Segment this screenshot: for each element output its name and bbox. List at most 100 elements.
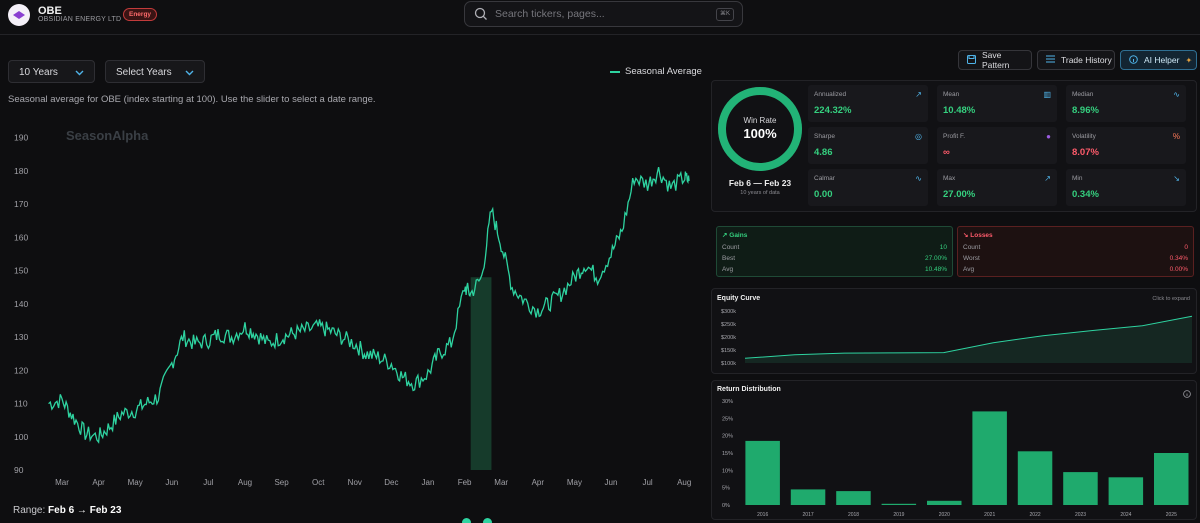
stat-card: Mean 10.48% ▥ [937,85,1057,122]
search-box[interactable]: Search tickers, pages... ⌘K [464,1,743,27]
losses-row: Count 0 [963,244,1188,251]
legend-label[interactable]: Seasonal Average [625,66,702,77]
distribution-x-tick: 2020 [939,512,950,518]
win-rate-range: Feb 6 — Feb 23 [728,178,792,188]
equity-expand-hint[interactable]: Click to expand [1152,296,1190,302]
trend-down-icon: ↘ [1173,174,1180,183]
target-icon: ◎ [915,132,922,141]
trend-up-icon: ↗ [722,232,728,239]
purple-dot-icon: ● [1046,132,1051,141]
distribution-bar[interactable] [1108,477,1144,505]
win-rate-ring [718,87,802,171]
x-tick-label: Aug [677,478,691,487]
distribution-bar[interactable] [881,503,917,505]
gains-header: ↗ Gains [722,231,747,239]
x-tick-label: Jul [203,478,213,487]
distribution-x-tick: 2024 [1120,512,1131,518]
distribution-x-tick: 2016 [757,512,768,518]
losses-row: Avg 0.00% [963,266,1188,273]
ai-helper-button[interactable]: AI Helper ✦ [1120,50,1197,70]
x-tick-label: Jan [422,478,435,487]
select-years-dropdown[interactable]: Select Years [105,60,205,83]
stat-card: Max 27.00% ↗ [937,169,1057,206]
distribution-x-tick: 2019 [893,512,904,518]
distribution-bar[interactable] [1154,453,1189,505]
gains-card: ↗ Gains Count 10 Best 27.00% Avg 10.48% [716,226,953,277]
distribution-bar[interactable] [1063,472,1098,505]
x-tick-label: Nov [348,478,362,487]
distribution-y-tick: 15% [722,451,733,457]
stat-title: Profit F. [943,133,966,140]
distribution-x-tick: 2022 [1030,512,1041,518]
y-tick-label: 90 [14,465,24,475]
gains-key: Avg [722,266,734,273]
x-tick-label: Jul [642,478,652,487]
info-icon [1129,54,1138,66]
stat-title: Calmar [814,175,835,182]
selected-range-band[interactable] [470,277,492,470]
stat-card: Annualized 224.32% ↗ [808,85,928,122]
trade-history-button[interactable]: Trade History [1037,50,1115,70]
losses-key: Count [963,244,981,251]
chevron-down-icon [185,68,194,79]
distribution-bar[interactable] [927,500,962,505]
stat-title: Min [1072,175,1083,182]
distribution-bar[interactable] [745,440,780,505]
range-readout: Range: Feb 6 → Feb 23 [13,505,121,516]
chart-description: Seasonal average for OBE (index starting… [8,94,376,105]
y-tick-label: 190 [14,133,28,143]
stat-value: 0.00 [814,189,833,200]
slider-handle-end[interactable] [483,518,492,523]
distribution-bar[interactable] [972,411,1007,505]
save-pattern-button[interactable]: Save Pattern [958,50,1032,70]
y-tick-label: 140 [14,299,28,309]
company-name: OBSIDIAN ENERGY LTD [38,16,122,23]
distribution-x-tick: 2018 [848,512,859,518]
distribution-y-tick: 20% [722,434,733,440]
stat-value: 224.32% [814,105,852,116]
equity-line [744,315,1193,359]
x-tick-label: Jun [605,478,618,487]
trade-history-label: Trade History [1061,55,1112,65]
win-rate-sub: 10 years of data [740,190,780,196]
info-icon[interactable] [1183,385,1191,403]
search-placeholder: Search tickers, pages... [495,8,605,20]
ticker-symbol: OBE [38,5,62,17]
list-icon [1046,55,1055,65]
x-tick-label: Aug [238,478,252,487]
trend-up-icon: ↗ [915,90,922,99]
stat-card: Median 8.96% ∿ [1066,85,1186,122]
x-tick-label: May [567,478,582,487]
gains-row: Avg 10.48% [722,266,947,273]
x-tick-label: Apr [92,478,105,487]
distribution-x-tick: 2017 [803,512,814,518]
stat-title: Volatility [1072,133,1096,140]
losses-key: Avg [963,266,975,273]
gains-row: Count 10 [722,244,947,251]
equity-y-tick: $100k [721,361,736,367]
x-tick-label: Oct [312,478,325,487]
equity-curve-card[interactable]: Equity Curve Click to expand $300k $250k $… [711,288,1197,374]
seasonal-chart[interactable]: SeasonAlpha 90 100 110 120 130 140 150 160 170 180… [0,115,700,495]
ai-helper-label: AI Helper [1144,55,1180,65]
distribution-bar[interactable] [836,491,871,505]
win-rate-label: Win Rate [743,116,777,125]
y-tick-label: 110 [14,399,28,409]
select-years-label: Select Years [116,67,172,78]
distribution-bar[interactable] [1017,451,1053,505]
return-distribution-title: Return Distribution [717,386,781,393]
slider-handle-start[interactable] [462,518,471,523]
range-value: Feb 6 → Feb 23 [48,505,122,516]
distribution-y-tick: 5% [722,486,730,492]
distribution-bar[interactable] [790,489,826,505]
top-bar: OBE OBSIDIAN ENERGY LTD Energy Search ti… [0,0,1200,35]
years-dropdown[interactable]: 10 Years [8,60,95,83]
stat-value: ∞ [943,147,950,158]
stat-value: 10.48% [943,105,976,116]
gains-key: Best [722,255,736,262]
losses-value: 0.34% [1169,255,1188,262]
y-tick-label: 160 [14,232,28,242]
x-tick-label: Apr [532,478,545,487]
x-tick-label: Jun [165,478,178,487]
